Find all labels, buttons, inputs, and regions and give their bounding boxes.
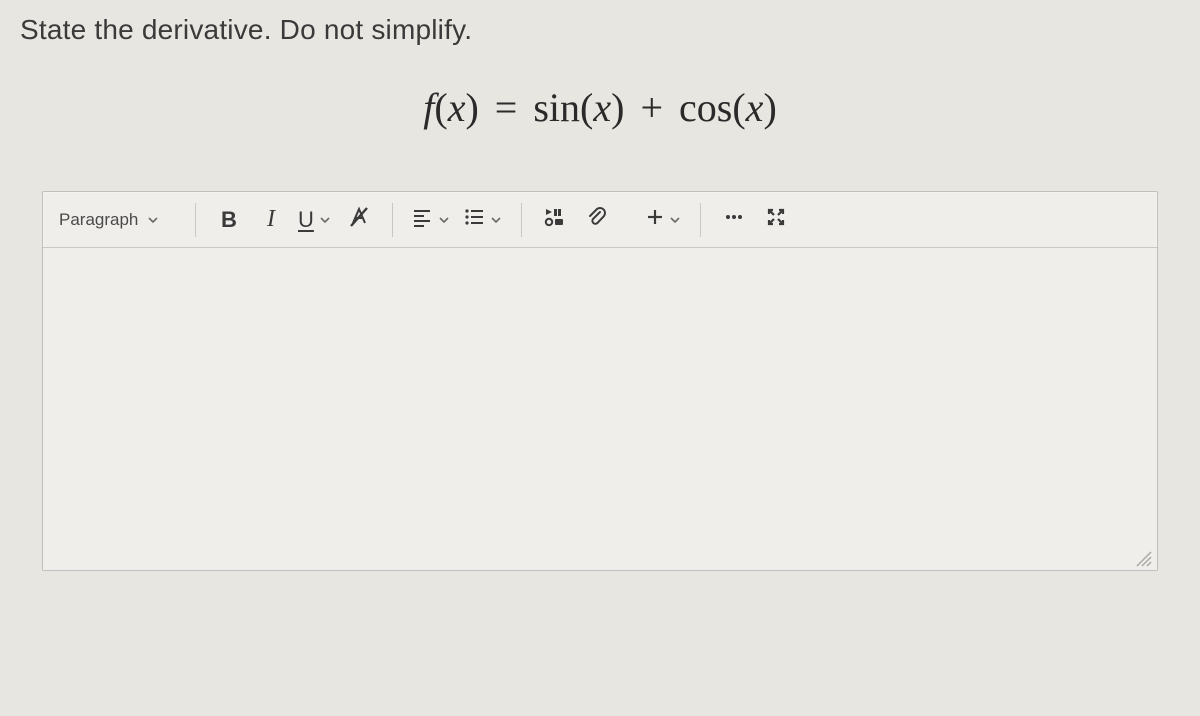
align-left-icon [411,206,433,233]
insert-button[interactable] [642,201,686,239]
list-button[interactable] [459,201,507,239]
media-button[interactable] [536,201,574,239]
question-prompt: State the derivative. Do not simplify. [20,14,1180,46]
chevron-down-icon [320,215,330,225]
chevron-down-icon [491,215,501,225]
equation-cos: cos [679,85,732,130]
fullscreen-button[interactable] [757,201,795,239]
plus-icon [646,208,664,231]
chevron-down-icon [670,215,680,225]
equation-sin-var: x [593,85,611,130]
resize-handle[interactable] [1131,546,1153,568]
equation-display: f(x) = sin(x) + cos(x) [20,84,1180,131]
paragraph-style-label: Paragraph [59,210,138,230]
plus-sign: + [634,85,669,130]
rich-text-editor: Paragraph B I U [42,191,1158,571]
equation-lhs-f: f [423,85,434,130]
underline-button[interactable]: U [294,201,336,239]
equation-cos-var: x [746,85,764,130]
toolbar-divider [195,203,196,237]
paperclip-icon [586,206,608,233]
equals-sign: = [489,85,524,130]
toolbar-divider [392,203,393,237]
bold-button[interactable]: B [210,201,248,239]
text-color-button[interactable] [340,201,378,239]
equation-sin: sin [533,85,580,130]
more-button[interactable] [715,201,753,239]
expand-icon [766,207,786,232]
italic-icon: I [267,206,275,233]
editor-textarea[interactable] [43,248,1157,570]
attachment-button[interactable] [578,201,616,239]
more-horizontal-icon [723,206,745,233]
toolbar-divider [700,203,701,237]
italic-button[interactable]: I [252,201,290,239]
bold-icon: B [221,207,237,233]
text-color-icon [347,205,371,234]
align-button[interactable] [407,201,455,239]
bullet-list-icon [463,206,485,233]
chevron-down-icon [439,215,449,225]
equation-lhs-var: x [448,85,466,130]
chevron-down-icon [148,215,158,225]
paragraph-style-select[interactable]: Paragraph [53,204,181,236]
toolbar-divider [521,203,522,237]
underline-icon: U [298,207,314,233]
editor-toolbar: Paragraph B I U [43,192,1157,248]
media-icon [543,206,567,233]
